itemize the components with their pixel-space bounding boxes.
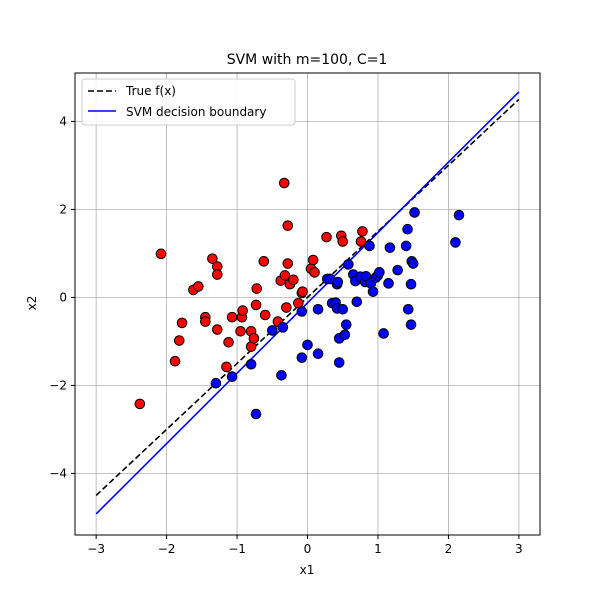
blue-point (312, 348, 324, 360)
red-point (321, 231, 332, 243)
x-tick-label: −3 (87, 542, 105, 556)
red-point (155, 248, 167, 260)
blue-point (374, 267, 385, 278)
blue-point (383, 278, 394, 289)
red-point (226, 311, 238, 323)
red-point (282, 258, 294, 269)
red-point (212, 324, 223, 335)
chart-title: SVM with m=100, C=1 (227, 52, 388, 68)
red-point (279, 270, 291, 281)
red-point (176, 317, 188, 329)
x-tick-label: −1 (228, 542, 246, 556)
red-point (281, 302, 292, 313)
red-point (297, 286, 308, 297)
x-tick-label: −2 (158, 542, 176, 556)
red-point (250, 299, 262, 311)
x-axis-label: x1 (300, 563, 315, 577)
red-point (223, 336, 234, 348)
blue-point (367, 286, 379, 297)
red-point (282, 220, 294, 231)
red-point (134, 398, 146, 410)
blue-point (337, 303, 349, 315)
blue-point (384, 242, 396, 253)
red-point (192, 281, 204, 292)
legend-box (81, 78, 296, 126)
red-point (173, 335, 185, 346)
blue-point (266, 325, 278, 336)
red-point (357, 226, 368, 237)
red-point (337, 236, 349, 247)
blue-point (450, 237, 461, 248)
blue-point (402, 303, 414, 315)
blue-point (407, 258, 419, 269)
blue-point (351, 296, 363, 308)
axes: −3 −2 −1 0 1 2 3 −4 −2 0 2 4 (49, 72, 541, 556)
red-point (355, 236, 367, 247)
blue-point (405, 278, 417, 290)
blue-point (364, 240, 375, 252)
legend-label-svm-boundary: SVM decision boundary (126, 105, 266, 119)
blue-point (339, 329, 351, 341)
blue-point (250, 408, 262, 420)
blue-point (453, 209, 465, 221)
red-point (207, 253, 218, 264)
blue-point (226, 371, 238, 382)
blue-point (409, 207, 420, 218)
red-point (221, 361, 232, 373)
svm-boundary-line (95, 91, 520, 515)
blue-point (378, 328, 389, 339)
y-axis-label: x2 (25, 296, 39, 311)
blue-point (392, 264, 403, 276)
blue-point (400, 240, 412, 252)
blue-point (340, 319, 352, 330)
red-point (307, 254, 319, 266)
x-tick-label: 1 (374, 542, 382, 556)
blue-point (276, 369, 287, 381)
x-tick-label: 2 (445, 542, 453, 556)
blue-point (405, 319, 417, 330)
red-point (258, 256, 270, 267)
y-tick-label: −4 (49, 466, 67, 480)
blue-point (245, 358, 257, 370)
red-point (237, 305, 248, 316)
blue-point (296, 306, 308, 317)
blue-point (277, 322, 289, 333)
true-f-line (95, 98, 520, 496)
x-tick-label: 0 (304, 542, 312, 556)
plot-area (95, 91, 520, 515)
y-tick-label: 2 (59, 202, 67, 216)
blue-point (312, 303, 324, 315)
y-tick-label: 0 (59, 290, 67, 304)
y-tick-label: 4 (59, 114, 67, 128)
blue-point (343, 259, 354, 270)
blue-point (332, 276, 344, 288)
blue-point (302, 339, 313, 351)
blue-point (210, 377, 222, 389)
red-point (248, 333, 260, 344)
blue-point (402, 223, 413, 235)
red-point (169, 355, 181, 367)
legend: True f(x) SVM decision boundary (81, 78, 296, 126)
blue-point (333, 357, 345, 368)
red-point (309, 267, 320, 278)
red-point (251, 283, 263, 294)
red-point (278, 177, 290, 189)
red-point (200, 316, 211, 327)
x-tick-label: 3 (515, 542, 523, 556)
legend-label-true-f: True f(x) (125, 84, 176, 98)
blue-point (296, 352, 308, 363)
red-point (259, 309, 271, 321)
y-tick-label: −2 (49, 378, 67, 392)
red-point (235, 325, 246, 337)
red-point (212, 269, 223, 280)
red-point (288, 274, 299, 286)
